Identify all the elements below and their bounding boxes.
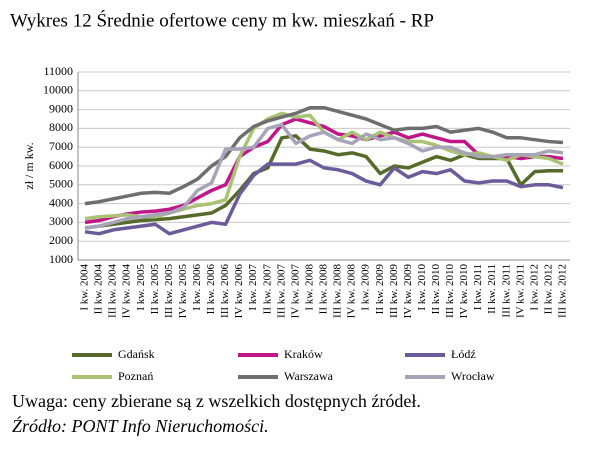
y-tick-label: 1000: [49, 252, 73, 266]
x-tick-label: II kw. 2009: [374, 264, 386, 315]
x-tick-label: II kw. 2012: [542, 264, 554, 314]
x-tick-label: I kw. 2007: [247, 264, 259, 311]
y-tick-label: 2000: [49, 233, 73, 247]
x-tick-label: III kw. 2012: [557, 264, 569, 318]
x-tick-label: II kw. 2006: [205, 264, 217, 315]
x-tick-label: I kw. 2006: [191, 264, 203, 311]
x-tick-label: II kw. 2005: [149, 264, 161, 315]
x-tick-label: II kw. 2004: [93, 264, 105, 315]
x-tick-label: III kw. 2007: [275, 264, 287, 318]
x-tick-label: I kw. 2012: [528, 264, 540, 311]
x-tick-label: III kw. 2006: [219, 264, 231, 318]
legend-label: Kraków: [284, 347, 323, 361]
x-tick-label: III kw. 2008: [332, 264, 344, 318]
x-tick-label: II kw. 2007: [261, 264, 273, 315]
x-tick-label: I kw. 2011: [472, 264, 484, 310]
x-tick-label: I kw. 2009: [360, 264, 372, 311]
y-tick-label: 10000: [43, 83, 73, 97]
x-tick-label: I kw. 2010: [416, 264, 428, 311]
legend-label: Gdańsk: [118, 347, 155, 361]
y-tick-label: 3000: [49, 214, 73, 228]
y-tick-label: 6000: [49, 158, 73, 172]
legend-label: Wrocław: [451, 369, 495, 383]
y-tick-label: 11000: [43, 64, 73, 78]
x-tick-label: II kw. 2011: [486, 264, 498, 314]
y-axis-label: zł / m kw.: [22, 142, 36, 189]
y-tick-label: 7000: [49, 139, 73, 153]
y-tick-label: 9000: [49, 101, 73, 115]
x-tick-label: II kw. 2010: [430, 264, 442, 315]
x-tick-label: I kw. 2005: [135, 264, 147, 311]
series-line: [84, 122, 564, 230]
x-tick-label: III kw. 2010: [444, 264, 456, 318]
x-tick-label: IV kw. 2006: [233, 264, 245, 319]
x-tick-label: IV kw. 2005: [177, 264, 189, 319]
x-tick-label: IV kw. 2004: [121, 264, 133, 319]
legend-label: Łódź: [451, 347, 476, 361]
x-tick-label: IV kw. 2011: [514, 264, 526, 318]
x-tick-label: III kw. 2009: [388, 264, 400, 318]
x-tick-label: I kw. 2004: [79, 264, 91, 311]
chart-title: Wykres 12 Średnie ofertowe ceny m kw. mi…: [10, 9, 434, 31]
note: Uwaga: ceny zbierane są z wszelkich dost…: [12, 391, 421, 411]
legend-label: Warszawa: [284, 369, 334, 383]
series-line: [84, 117, 564, 225]
x-tick-label: III kw. 2011: [500, 264, 512, 318]
x-tick-label: IV kw. 2008: [346, 264, 358, 319]
series-line: [84, 158, 564, 236]
legend-label: Poznań: [118, 369, 153, 383]
series-line: [84, 105, 564, 206]
x-tick-label: IV kw. 2009: [402, 264, 414, 319]
source: Źródło: PONT Info Nieruchomości.: [12, 415, 269, 436]
x-tick-label: I kw. 2008: [303, 264, 315, 311]
y-tick-label: 8000: [49, 120, 73, 134]
x-tick-label: III kw. 2005: [163, 264, 175, 318]
y-tick-label: 5000: [49, 177, 73, 191]
x-tick-label: III kw. 2004: [107, 264, 119, 318]
x-tick-label: IV kw. 2010: [458, 264, 470, 319]
x-tick-label: IV kw. 2007: [289, 264, 301, 319]
x-tick-label: II kw. 2008: [318, 264, 330, 315]
y-tick-label: 4000: [49, 195, 73, 209]
series-line: [84, 134, 563, 230]
